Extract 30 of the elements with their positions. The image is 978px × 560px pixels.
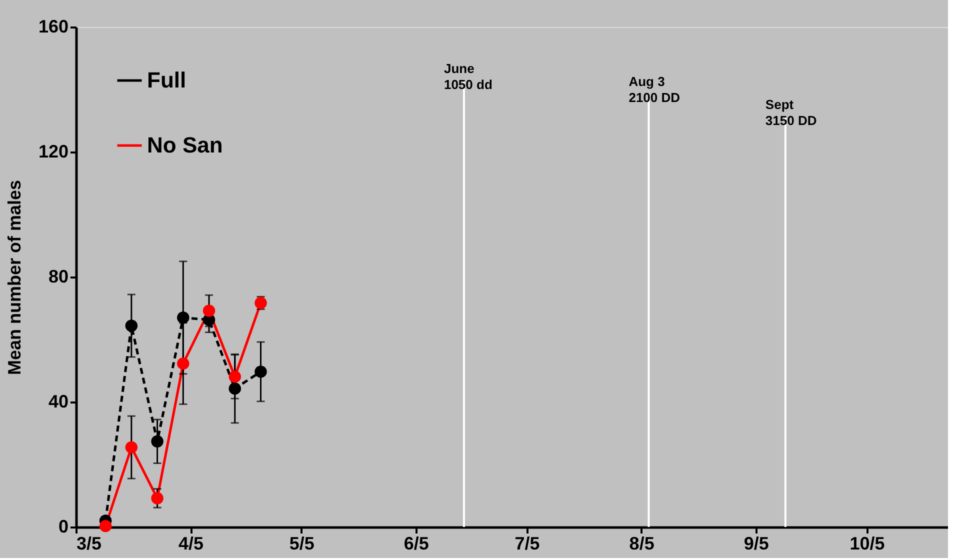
ref-line-label: June 1050 dd — [444, 61, 492, 92]
point — [177, 357, 190, 370]
y-tick-label: 80 — [48, 266, 68, 286]
point — [254, 366, 267, 378]
x-tick-label: 3/5 — [76, 534, 102, 554]
legend-label: No San — [147, 132, 223, 158]
x-tick-label: 6/5 — [404, 534, 429, 554]
x-tick-label: 7/5 — [514, 534, 540, 554]
legend-label: Full — [147, 68, 186, 92]
point — [177, 312, 190, 324]
x-tick-label: 5/5 — [289, 534, 314, 554]
point — [228, 370, 242, 383]
point — [151, 492, 164, 504]
point — [125, 320, 138, 332]
point — [202, 304, 216, 317]
ref-line-label: Aug 3 2100 DD — [628, 74, 680, 105]
x-tick-label: 8/5 — [629, 534, 654, 554]
x-tick-label: 10/5 — [850, 534, 885, 554]
x-tick-label: 9/5 — [744, 534, 769, 554]
y-axis-title: Mean number of males — [4, 180, 24, 376]
point — [99, 520, 112, 532]
ref-line-label: Sept 3150 DD — [765, 97, 817, 128]
y-tick-label: 0 — [58, 516, 68, 536]
y-tick-label: 40 — [48, 392, 68, 412]
y-tick-label: 120 — [38, 142, 68, 162]
point — [151, 435, 164, 448]
x-tick-label: 4/5 — [178, 534, 204, 554]
point — [228, 382, 242, 395]
y-tick-label: 160 — [38, 16, 68, 36]
point — [125, 441, 138, 454]
